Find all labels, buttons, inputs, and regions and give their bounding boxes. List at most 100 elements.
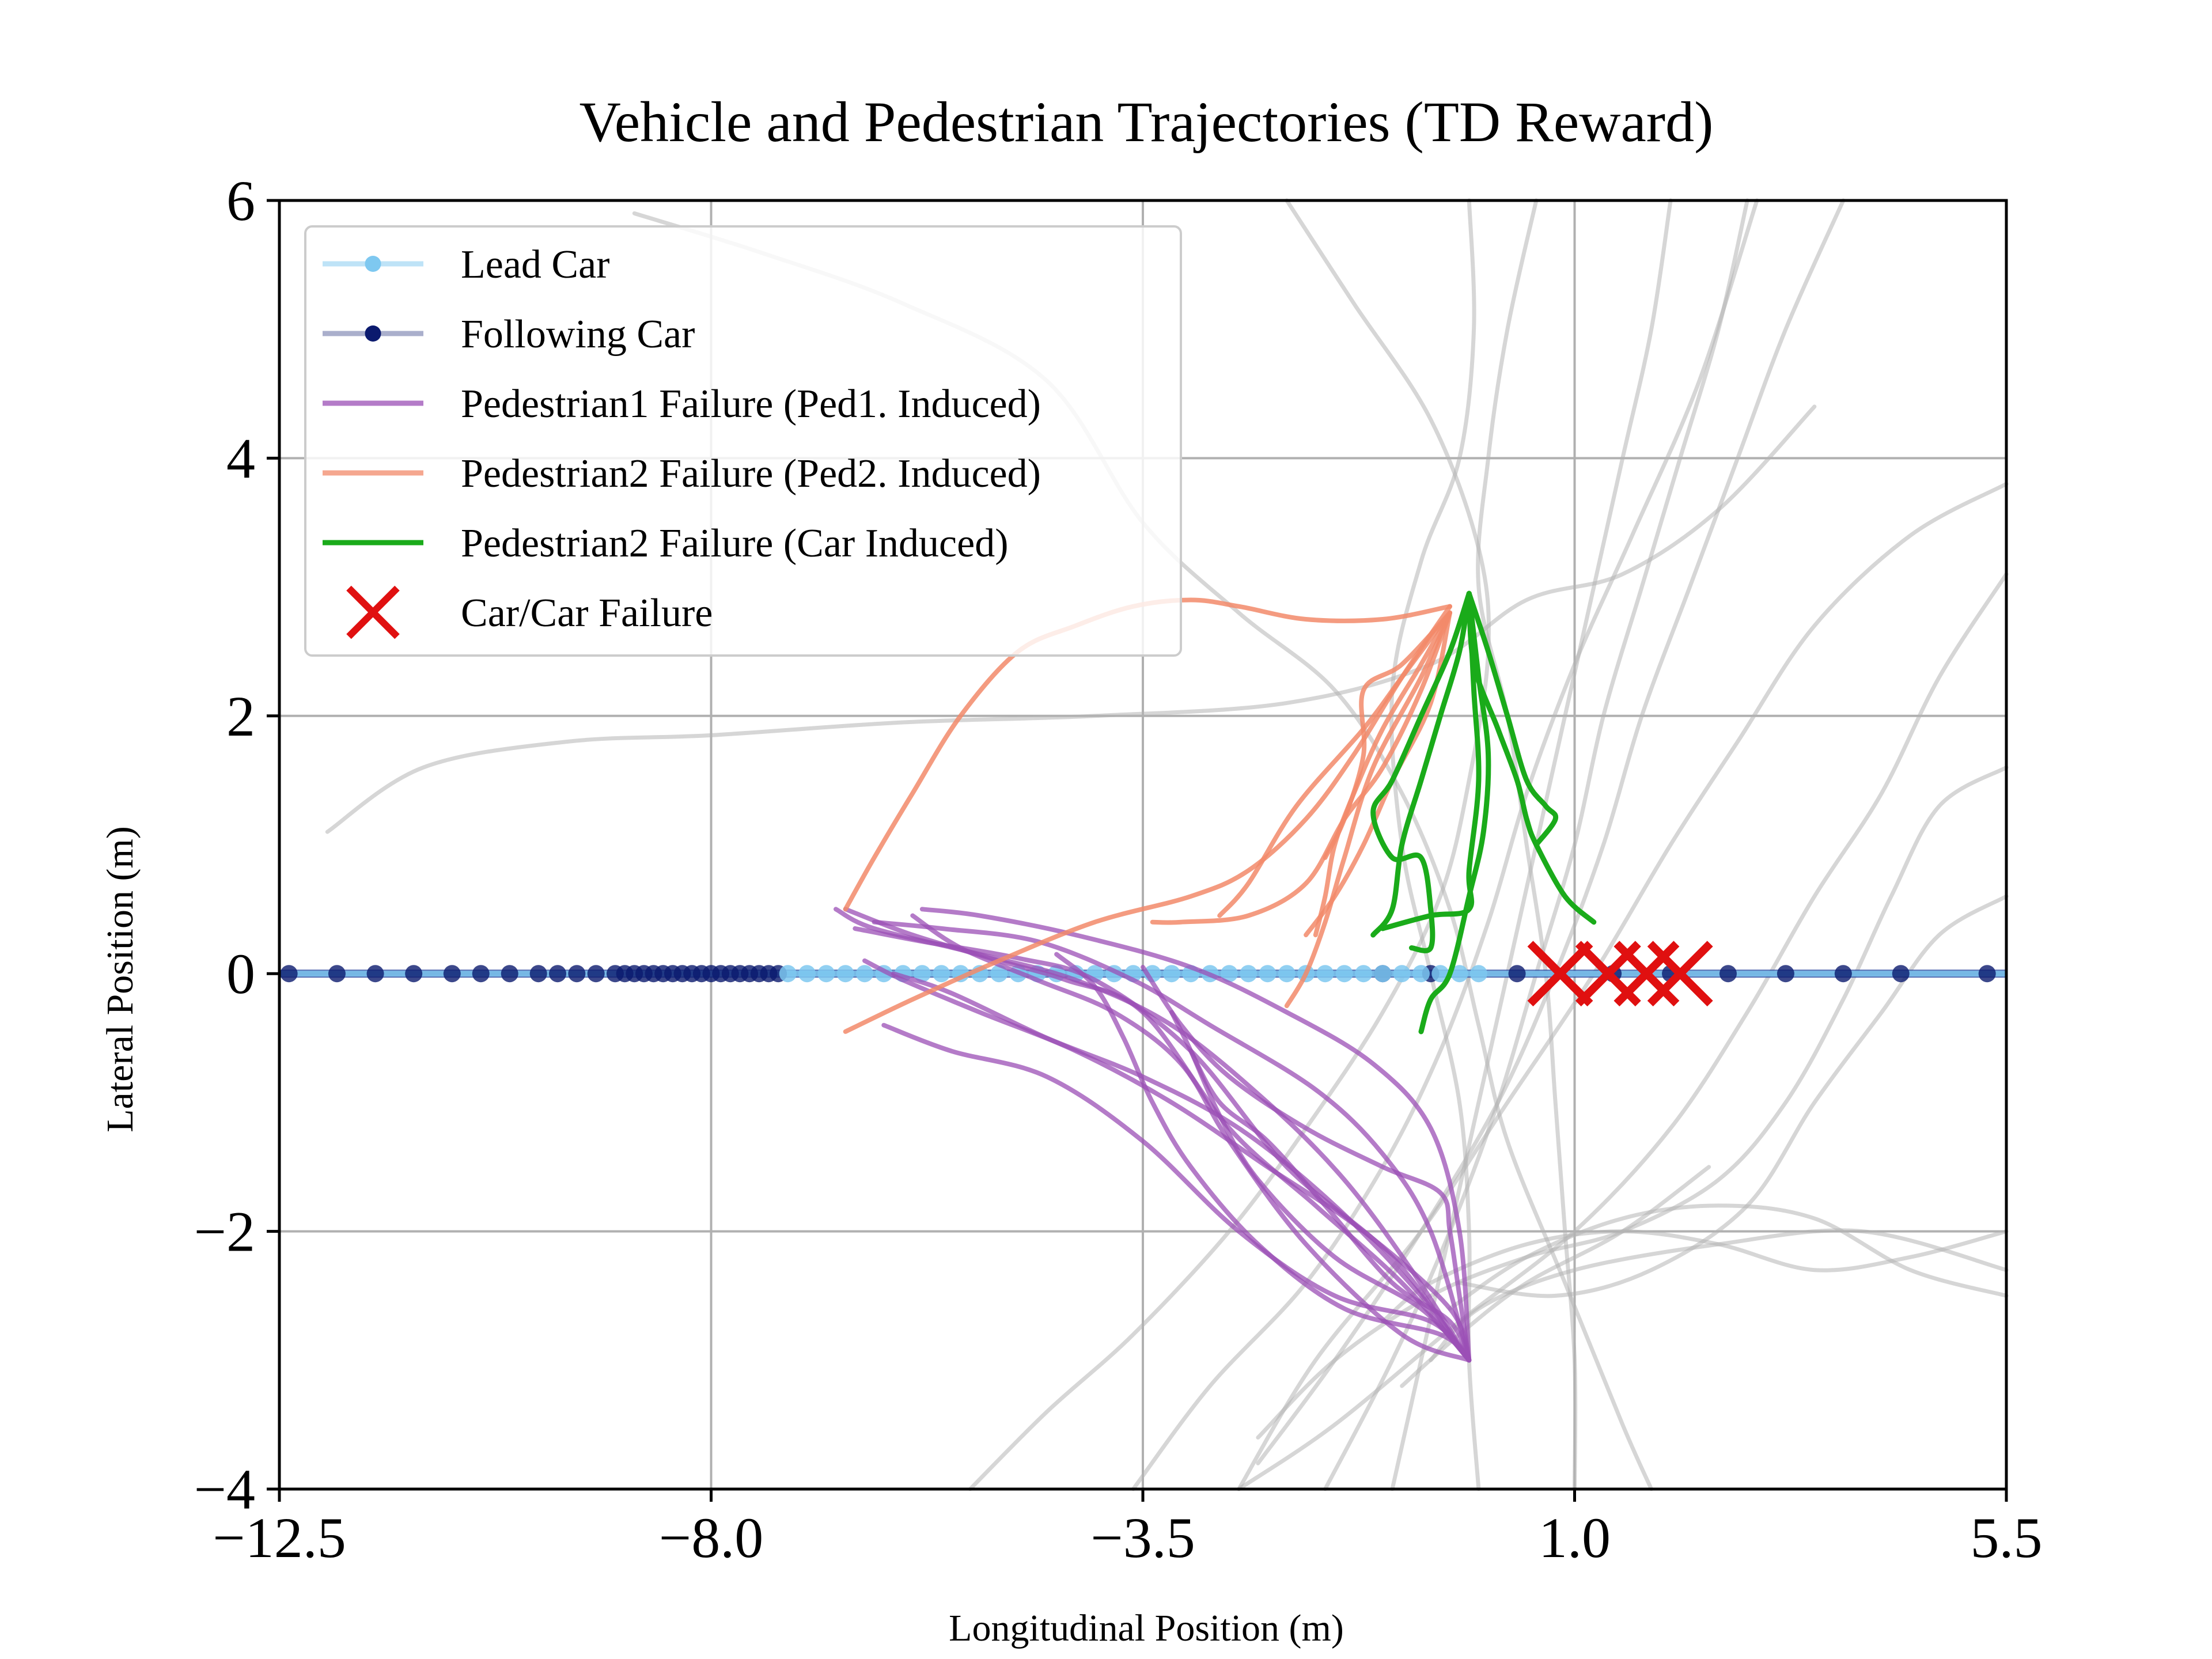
legend-label: Pedestrian2 Failure (Car Induced) (461, 521, 1009, 566)
lead-car-point (836, 965, 854, 983)
background-trajectory-line (1429, 1228, 2009, 1362)
following-car-point (405, 965, 423, 983)
following-car-point (529, 965, 547, 983)
following-car-point (1892, 965, 1910, 983)
lead-car-point (1374, 965, 1392, 983)
background-trajectory-line (1457, 894, 2009, 1298)
failure-x-stroke (1527, 941, 1593, 1007)
chart-title: Vehicle and Pedestrian Trajectories (TD … (579, 90, 1714, 154)
following-car-point (1508, 965, 1526, 983)
y-tick-label: −4 (194, 1457, 255, 1521)
lead-car-point (1450, 965, 1468, 983)
failure-x-stroke (1613, 941, 1680, 1007)
legend-entry: Pedestrian1 Failure (Ped1. Induced) (323, 382, 1041, 426)
car-induced-failure-line (1370, 590, 1472, 953)
ped1-failure-line (881, 1022, 1472, 1363)
x-tick-label: −8.0 (659, 1506, 763, 1570)
ped2-failure-line (1217, 610, 1452, 918)
lead-car-point (1335, 965, 1353, 983)
following-car-point (1719, 965, 1737, 983)
following-car-point (472, 965, 490, 983)
ped1-failure-line (1141, 965, 1472, 1363)
background-trajectory-line (1448, 1203, 2009, 1311)
lead-car-point (1220, 965, 1238, 983)
lead-car-point (1278, 965, 1296, 983)
y-tick-label: 6 (226, 169, 255, 233)
legend-entry: Lead Car (323, 243, 609, 287)
following-car-point (587, 965, 605, 983)
lead-car-point (855, 965, 873, 983)
lead-car-point (990, 965, 1008, 983)
x-tick-label: −12.5 (213, 1506, 346, 1570)
car-induced-failure-line (1380, 590, 1482, 931)
lead-car-point (1259, 965, 1277, 983)
background-trajectory-line (968, 198, 1491, 1491)
lead-car-point (798, 965, 816, 983)
ped1-failure-line (919, 907, 1472, 1363)
legend-entry: Following Car (323, 312, 695, 357)
legend-label: Following Car (461, 312, 695, 357)
car-induced-failure-line (1466, 590, 1559, 847)
y-tick-label: −2 (194, 1200, 255, 1264)
lead-car-point (913, 965, 931, 983)
following-car-point (366, 965, 384, 983)
lead-car-point (1240, 965, 1257, 983)
y-tick-label: 2 (226, 684, 255, 748)
ped2-failure-line (1323, 610, 1452, 860)
car-induced-failure-line (1370, 590, 1472, 938)
y-axis-label: Lateral Position (m) (99, 826, 141, 1132)
lead-car-point (933, 965, 950, 983)
following-car-point (443, 965, 461, 983)
ped2-failure-line (843, 604, 1452, 1034)
following-car-point (1834, 965, 1852, 983)
car-car-failure-marker (1527, 941, 1593, 1007)
following-car-point (501, 965, 518, 983)
legend-label: Pedestrian1 Failure (Ped1. Induced) (461, 382, 1041, 426)
y-tick-label: 0 (226, 942, 255, 1006)
lead-car-point (779, 965, 797, 983)
car-car-failure-marker (1613, 941, 1680, 1007)
ped2-failure-line (1284, 610, 1452, 1009)
ped1-failure-line (872, 919, 1472, 1363)
background-trajectory-line (1323, 198, 1749, 1491)
x-tick-label: −3.5 (1090, 1506, 1195, 1570)
background-trajectory-line (1131, 198, 1759, 1491)
background-trajectory-line (325, 404, 1817, 834)
lead-car-point (1469, 965, 1487, 983)
legend-label: Lead Car (461, 243, 609, 287)
x-axis-label: Longitudinal Position (m) (949, 1607, 1344, 1649)
car-car-failure-marker (1647, 941, 1713, 1007)
axes: −12.5 −8.0 −3.5 1.0 5.5 −4 −2 0 2 4 6 (194, 169, 2043, 1570)
following-car-point (280, 965, 298, 983)
lead-car-point (1393, 965, 1411, 983)
failure-x-stroke (1647, 941, 1713, 1007)
lead-car-point (1431, 965, 1449, 983)
legend-label: Car/Car Failure (461, 591, 713, 635)
legend-entry: Pedestrian2 Failure (Ped2. Induced) (323, 452, 1041, 496)
ped1-failure-line (1188, 1048, 1472, 1363)
ped1-failure-line (1054, 952, 1472, 1363)
lead-car-swatch-dot (365, 256, 381, 272)
lead-car-point (1355, 965, 1373, 983)
lead-car-point (1412, 965, 1430, 983)
following-car-point (1978, 965, 1996, 983)
legend-entry: Pedestrian2 Failure (Car Induced) (323, 521, 1009, 566)
lead-car-point (1316, 965, 1334, 983)
legend-label: Pedestrian2 Failure (Ped2. Induced) (461, 452, 1041, 496)
following-car-point (328, 965, 346, 983)
following-car-swatch-dot (365, 325, 381, 342)
ped1-failure-line (891, 971, 1472, 1363)
y-tick-label: 4 (226, 426, 255, 490)
failure-swatch-stroke (346, 585, 400, 639)
following-car-point (568, 965, 586, 983)
lead-car-point (817, 965, 835, 983)
following-car-point (1777, 965, 1794, 983)
background-trajectory-line (1400, 1165, 1711, 1388)
x-tick-label: 1.0 (1539, 1506, 1611, 1570)
background-trajectory-line (1237, 572, 2009, 1491)
lead-car-point (1162, 965, 1180, 983)
legend-entry: Car/Car Failure (346, 585, 713, 639)
legend: Lead Car Following Car Pedestrian1 Failure… (304, 225, 1182, 657)
x-tick-label: 5.5 (1971, 1506, 2043, 1570)
